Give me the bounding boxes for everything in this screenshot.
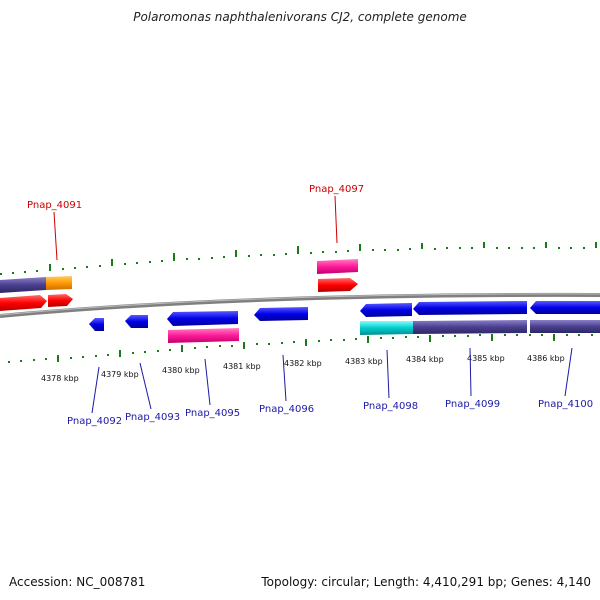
gene-pnap-4100-arrow[interactable] — [530, 301, 600, 314]
gene-pnap-4098-arrow[interactable] — [360, 303, 412, 317]
upper-tick-ring — [0, 242, 597, 275]
gene-label-pnap-4100[interactable]: Pnap_4100 — [538, 399, 593, 410]
cog-bar-pink-bottom[interactable] — [168, 328, 239, 343]
kbp-label: 4380 kbp — [162, 366, 200, 375]
gene-label-pnap-4099[interactable]: Pnap_4099 — [445, 399, 500, 410]
reverse-strand-features — [89, 301, 600, 343]
kbp-label: 4384 kbp — [406, 355, 444, 364]
kbp-label: 4382 kbp — [284, 359, 322, 368]
gene-label-pnap-4095[interactable]: Pnap_4095 — [185, 408, 240, 419]
genome-backbone — [0, 292, 600, 318]
gene-pnap-4092-arrow[interactable] — [89, 318, 104, 331]
lower-tick-ring — [8, 334, 593, 363]
kbp-label: 4386 kbp — [527, 354, 565, 363]
accession-text: Accession: NC_008781 — [9, 575, 146, 589]
gene-pnap-4091-arrow[interactable] — [0, 295, 47, 311]
gene-label-pnap-4098[interactable]: Pnap_4098 — [363, 401, 418, 412]
gene-label-pnap-4096[interactable]: Pnap_4096 — [259, 404, 314, 415]
kbp-label: 4381 kbp — [223, 362, 261, 371]
gene-pnap-4095-arrow[interactable] — [167, 311, 238, 326]
cog-bar-purple-mid[interactable] — [413, 320, 527, 334]
forward-strand-features — [0, 259, 358, 311]
map-title: Polaromonas naphthalenivorans CJ2, compl… — [133, 10, 467, 24]
gene-label-pnap-4091[interactable]: Pnap_4091 — [27, 200, 82, 211]
gene-label-pnap-4093[interactable]: Pnap_4093 — [125, 412, 180, 423]
kbp-label: 4383 kbp — [345, 357, 383, 366]
gene-pnap-4093-arrow[interactable] — [125, 315, 148, 328]
kbp-label: 4378 kbp — [41, 374, 79, 383]
gene-pnap-4097-arrow[interactable] — [318, 278, 358, 292]
gene-pnap-4099-arrow[interactable] — [413, 301, 527, 315]
kbp-ruler-labels: 4378 kbp 4379 kbp 4380 kbp 4381 kbp 4382… — [41, 354, 565, 383]
cog-bar-pink-top[interactable] — [317, 259, 358, 274]
topology-text: Topology: circular; Length: 4,410,291 bp… — [261, 575, 591, 589]
gene-label-pnap-4092[interactable]: Pnap_4092 — [67, 416, 122, 427]
kbp-label: 4385 kbp — [467, 354, 505, 363]
cog-bar-purple-left[interactable] — [0, 277, 46, 293]
cog-bar-cyan[interactable] — [360, 321, 413, 335]
gene-pnap-4096-arrow[interactable] — [254, 307, 308, 321]
gene-pnap-4091b-arrow[interactable] — [48, 294, 73, 307]
bottom-gene-labels: Pnap_4092 Pnap_4093 Pnap_4095 Pnap_4096 … — [67, 347, 593, 427]
top-gene-labels: Pnap_4091 Pnap_4097 — [27, 184, 364, 261]
kbp-label: 4379 kbp — [101, 370, 139, 379]
gene-label-pnap-4097[interactable]: Pnap_4097 — [309, 184, 364, 195]
cog-bar-purple-right[interactable] — [530, 320, 600, 333]
cog-bar-orange[interactable] — [46, 276, 72, 290]
